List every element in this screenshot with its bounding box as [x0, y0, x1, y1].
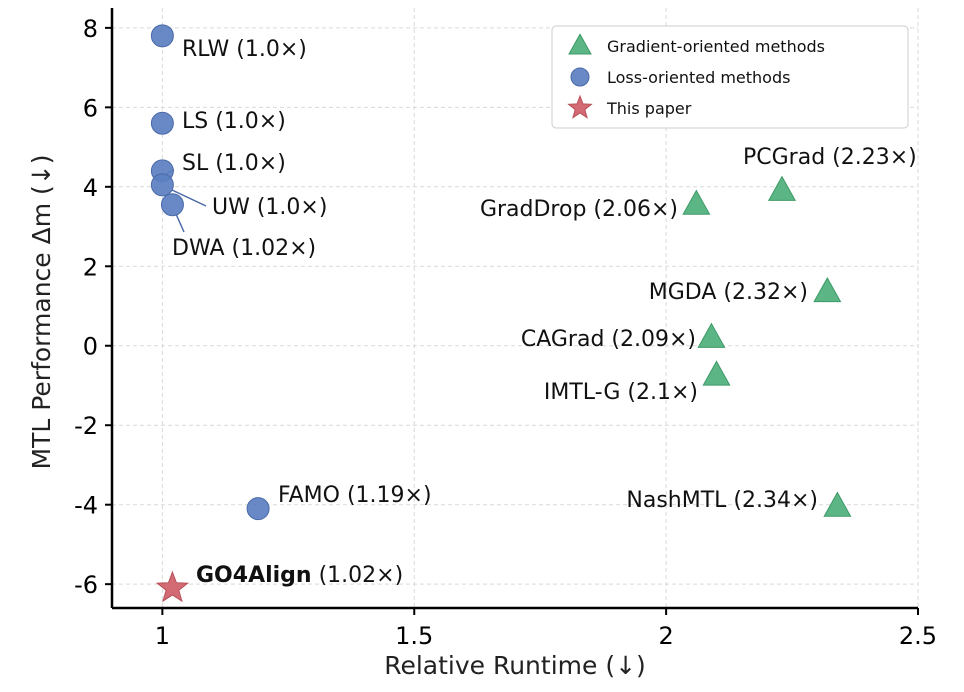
point-label: RLW (1.0×) [182, 37, 307, 62]
grid-lines [112, 8, 919, 608]
point-label: UW (1.0×) [212, 195, 327, 220]
y-tick-label: -2 [74, 412, 98, 440]
point-label: CAGrad (2.09×) [521, 327, 696, 352]
triangle-marker-cagrad [697, 322, 726, 348]
point-label-rest: (1.02×) [312, 563, 404, 588]
y-tick-label: 0 [83, 333, 98, 361]
point-label: PCGrad (2.23×) [743, 145, 917, 170]
circle-marker-famo [246, 497, 270, 521]
circle-marker-rlw [150, 24, 174, 48]
legend-marker-star [567, 94, 593, 119]
y-tick-label: 2 [83, 253, 98, 281]
point-labels: PCGrad (2.23×) GradDrop (2.06×) MGDA (2.32… [172, 37, 917, 588]
y-tick-label: 8 [83, 15, 98, 43]
x-tick-label: 1 [155, 622, 170, 650]
legend-label: Loss-oriented methods [607, 68, 790, 87]
y-tick-label: -6 [74, 571, 98, 599]
label-connector [175, 213, 185, 233]
triangle-marker-imtl-g [702, 360, 731, 386]
label-connector [171, 189, 207, 207]
x-axis-title: Relative Runtime (↓) [384, 651, 646, 680]
legend-box [551, 25, 909, 129]
y-tick-label: -4 [74, 492, 98, 520]
legend-label: Gradient-oriented methods [607, 37, 825, 56]
data-points [150, 24, 852, 603]
x-tick-label: 2.5 [899, 622, 937, 650]
legend: Gradient-oriented methods Loss-oriented m… [551, 25, 909, 129]
legend-marker-triangle [568, 33, 592, 55]
point-label: IMTL-G (2.1×) [544, 380, 698, 405]
triangle-marker-nashmtl [823, 491, 852, 517]
point-label: GO4Align (1.02×) [196, 563, 403, 588]
circle-marker-uw [150, 173, 174, 197]
y-tick-label: 4 [83, 174, 98, 202]
y-ticks: 8 6 4 2 0 -2 -4 -6 [74, 15, 112, 599]
point-label: DWA (1.02×) [172, 236, 316, 261]
y-axis-title: MTL Performance Δm (↓) [27, 155, 56, 470]
point-label: FAMO (1.19×) [278, 483, 432, 508]
circle-marker-ls [150, 111, 174, 135]
star-marker-go4align [155, 570, 190, 603]
x-ticks: 1 1.5 2 2.5 [155, 608, 937, 650]
point-label: GradDrop (2.06×) [480, 197, 678, 222]
y-tick-label: 6 [83, 94, 98, 122]
point-label-bold: GO4Align [196, 563, 312, 588]
triangle-marker-mgda [813, 276, 842, 303]
triangle-marker-graddrop [682, 189, 711, 215]
point-label: NashMTL (2.34×) [626, 488, 818, 513]
point-label: LS (1.0×) [182, 109, 286, 134]
legend-label: This paper [606, 99, 692, 118]
circle-marker-dwa [160, 193, 184, 217]
x-tick-label: 1.5 [395, 622, 433, 650]
point-label: MGDA (2.32×) [649, 280, 808, 305]
legend-marker-circle [570, 67, 590, 87]
x-tick-label: 2 [658, 622, 673, 650]
triangle-marker-pcgrad [767, 175, 797, 201]
point-label: SL (1.0×) [182, 151, 286, 176]
